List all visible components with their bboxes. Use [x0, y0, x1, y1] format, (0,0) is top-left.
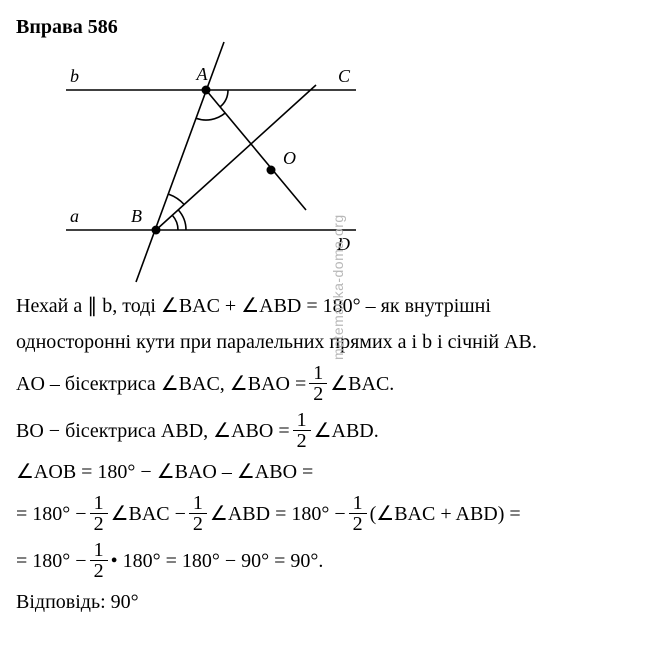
text: (∠BAC + ABD) =: [370, 499, 521, 529]
solution-line-6: = 180° − 1 2 • 180° = 180° − 90° = 90°.: [16, 540, 642, 581]
numerator: 1: [309, 363, 327, 384]
fraction-half: 1 2: [189, 493, 207, 534]
denominator: 2: [90, 514, 108, 534]
solution-line-4: ∠AOB = 180° − ∠BAO – ∠ABO =: [16, 457, 642, 487]
fraction-half: 1 2: [349, 493, 367, 534]
denominator: 2: [189, 514, 207, 534]
text: ∠BAC.: [330, 369, 394, 399]
text: ∠ABD.: [314, 416, 379, 446]
text: AO – бісектриса ∠BAC, ∠BAO =: [16, 369, 306, 399]
svg-text:B: B: [131, 206, 142, 226]
svg-text:a: a: [70, 206, 79, 226]
geometry-diagram: b a A B C D O: [36, 50, 642, 279]
svg-text:O: O: [283, 148, 296, 168]
fraction-half: 1 2: [90, 540, 108, 581]
text: ∠BAC −: [111, 499, 186, 529]
numerator: 1: [293, 410, 311, 431]
denominator: 2: [309, 384, 327, 404]
solution-line-1a: Нехай a ∥ b, тоді ∠BAC + ∠ABD = 180° – я…: [16, 291, 642, 321]
fraction-half: 1 2: [90, 493, 108, 534]
numerator: 1: [90, 540, 108, 561]
exercise-title: Вправа 586: [16, 12, 642, 42]
fraction-half: 1 2: [293, 410, 311, 451]
svg-text:b: b: [70, 66, 79, 86]
answer-line: Відповідь: 90°: [16, 587, 642, 617]
svg-text:A: A: [196, 64, 209, 84]
text: = 180° −: [16, 546, 87, 576]
solution-line-1b: односторонні кути при паралельних прямих…: [16, 327, 642, 357]
denominator: 2: [293, 431, 311, 451]
denominator: 2: [349, 514, 367, 534]
numerator: 1: [90, 493, 108, 514]
solution-line-2: AO – бісектриса ∠BAC, ∠BAO = 1 2 ∠BAC.: [16, 363, 642, 404]
text: BO − бісектриса ABD, ∠ABO =: [16, 416, 290, 446]
numerator: 1: [349, 493, 367, 514]
denominator: 2: [90, 561, 108, 581]
text: • 180° = 180° − 90° = 90°.: [111, 546, 324, 576]
svg-text:D: D: [336, 234, 350, 254]
numerator: 1: [189, 493, 207, 514]
solution-line-3: BO − бісектриса ABD, ∠ABO = 1 2 ∠ABD.: [16, 410, 642, 451]
svg-text:C: C: [338, 66, 351, 86]
text: = 180° −: [16, 499, 87, 529]
fraction-half: 1 2: [309, 363, 327, 404]
text: ∠ABD = 180° −: [210, 499, 346, 529]
solution-line-5: = 180° − 1 2 ∠BAC − 1 2 ∠ABD = 180° − 1 …: [16, 493, 642, 534]
